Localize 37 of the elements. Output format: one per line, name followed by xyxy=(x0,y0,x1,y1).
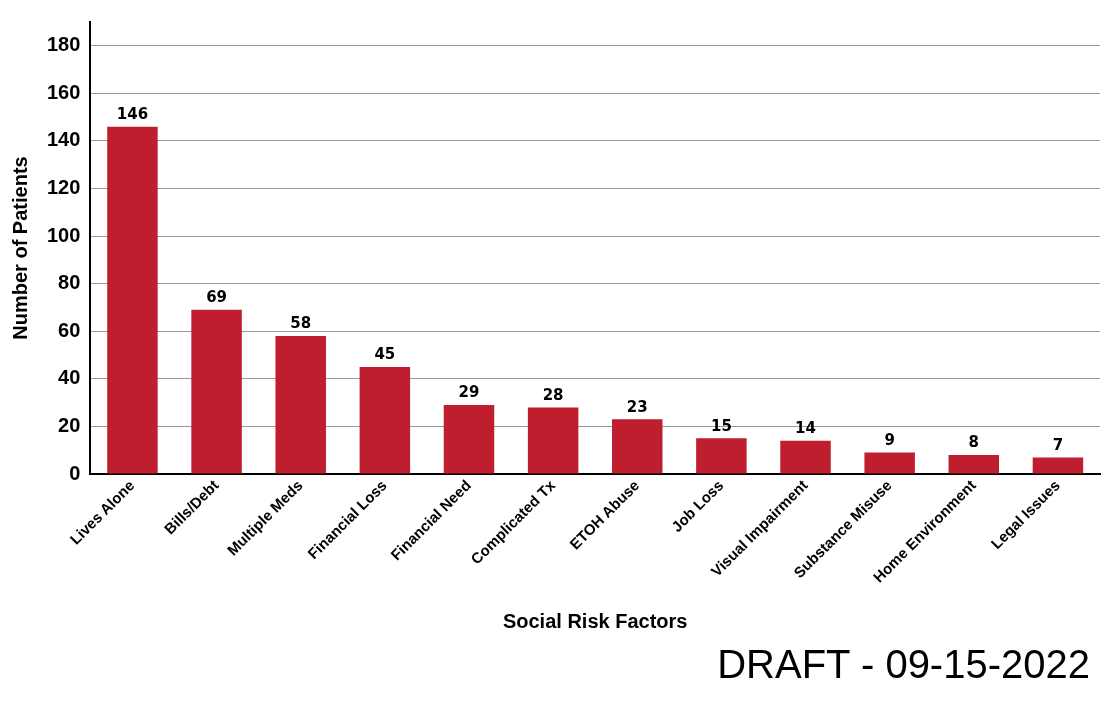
y-tick-label: 180 xyxy=(46,33,81,56)
data-label: 58 xyxy=(290,314,312,333)
bar xyxy=(359,366,411,474)
bar xyxy=(780,440,831,474)
bar xyxy=(612,419,663,474)
y-tick-label: 60 xyxy=(58,318,81,341)
bar xyxy=(275,336,326,474)
bar xyxy=(443,405,495,474)
data-label: 8 xyxy=(968,433,980,452)
bar xyxy=(1032,457,1084,474)
data-label: 14 xyxy=(795,419,816,438)
text: DRAFT - 09-15-2022 xyxy=(716,642,1091,687)
y-tick-label: 120 xyxy=(46,176,81,199)
y-tick-label: 140 xyxy=(46,128,81,151)
bar xyxy=(527,407,579,474)
y-tick-label: 160 xyxy=(46,80,81,103)
y-tick-label: 80 xyxy=(58,271,81,294)
y-tick-label: 100 xyxy=(46,223,81,246)
data-label: 7 xyxy=(1052,435,1064,454)
y-tick-label: 40 xyxy=(58,366,81,389)
data-label: 9 xyxy=(884,431,895,450)
data-label: 45 xyxy=(374,345,396,364)
y-tick-label: 0 xyxy=(69,461,81,484)
bar xyxy=(696,438,747,474)
data-label: 15 xyxy=(710,416,732,435)
data-label: 29 xyxy=(458,383,480,402)
y-axis-title: Number of Patients xyxy=(8,156,31,340)
x-axis-title: Social Risk Factors xyxy=(502,609,688,632)
data-label: 28 xyxy=(542,385,564,404)
y-tick-label: 20 xyxy=(58,413,81,436)
data-label: 146 xyxy=(116,105,149,124)
bar xyxy=(191,309,242,474)
bar xyxy=(864,452,915,474)
data-label: 69 xyxy=(206,288,228,307)
bar xyxy=(948,455,1000,474)
data-label: 23 xyxy=(626,397,648,416)
bar xyxy=(107,126,158,474)
